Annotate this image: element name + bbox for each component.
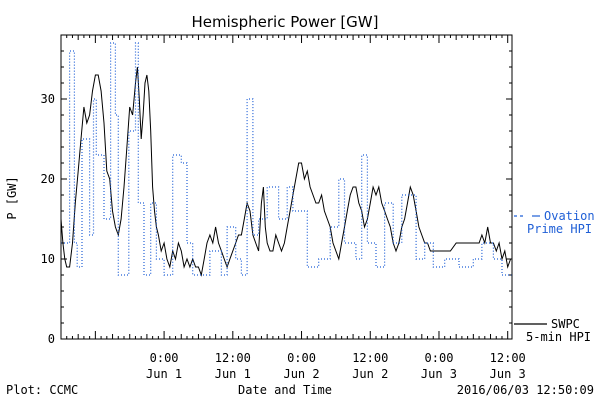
legend-ovation-line2: Prime HPI xyxy=(527,222,592,236)
plot-series xyxy=(60,42,512,277)
y-axis: P [GW] 0 10 20 30 xyxy=(5,34,512,346)
x-tick-label-time: 0:00 xyxy=(425,351,454,365)
y-tick-label: 20 xyxy=(41,172,55,186)
legend-ovation: Ovation Prime HPI xyxy=(514,209,595,236)
legend-swpc-line2: 5-min HPI xyxy=(526,330,591,344)
chart-title: Hemispheric Power [GW] xyxy=(192,13,379,31)
legend-swpc: SWPC 5-min HPI xyxy=(514,317,591,344)
x-tick-label-date: Jun 1 xyxy=(146,367,182,381)
x-tick-label-date: Jun 3 xyxy=(490,367,526,381)
ovation-series-line xyxy=(61,42,512,276)
x-tick-label-time: 12:00 xyxy=(352,351,388,365)
x-tick-label-time: 0:00 xyxy=(287,351,316,365)
y-tick-label: 30 xyxy=(41,92,55,106)
plot-credit: Plot: CCMC xyxy=(6,383,78,397)
x-tick-label-time: 12:00 xyxy=(215,351,251,365)
x-tick-label-time: 0:00 xyxy=(150,351,179,365)
x-tick-label-date: Jun 3 xyxy=(421,367,457,381)
x-tick-label-date: Jun 2 xyxy=(283,367,319,381)
plot-timestamp: 2016/06/03 12:50:09 xyxy=(457,383,594,397)
x-axis-label: Date and Time xyxy=(238,383,332,397)
y-axis-label: P [GW] xyxy=(5,176,19,219)
x-tick-label-date: Jun 1 xyxy=(215,367,251,381)
y-ticks: 0 10 20 30 xyxy=(41,34,512,346)
x-tick-label-date: Jun 2 xyxy=(352,367,388,381)
plot-frame xyxy=(60,34,513,340)
x-tick-label-time: 12:00 xyxy=(490,351,526,365)
y-tick-label: 0 xyxy=(48,332,55,346)
legend-swpc-line1: SWPC xyxy=(551,317,580,331)
y-tick-label: 10 xyxy=(41,252,55,266)
legend-ovation-line1: Ovation xyxy=(544,209,595,223)
x-ticks: 0:00 Jun 1 12:00 Jun 1 0:00 Jun 2 12:00 Jun 2 0:… xyxy=(60,35,526,381)
